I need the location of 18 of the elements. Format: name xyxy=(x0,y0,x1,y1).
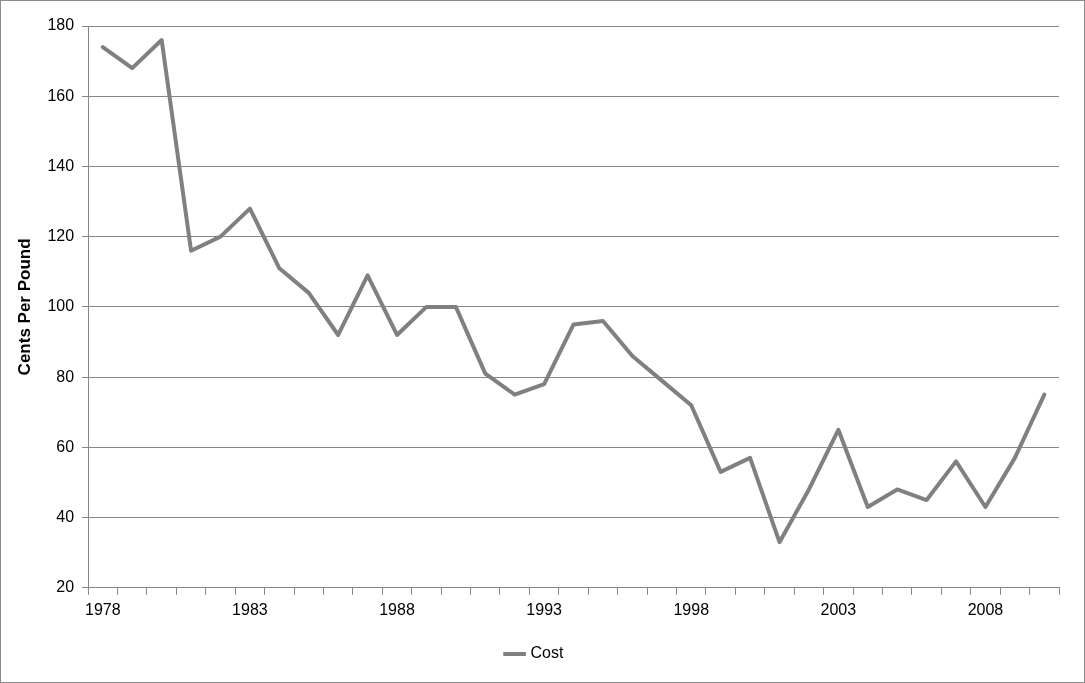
y-tick-label: 60 xyxy=(56,437,75,455)
x-tick-label: 2003 xyxy=(820,600,857,618)
y-tick-label: 80 xyxy=(56,367,75,385)
x-tick-label: 1978 xyxy=(85,600,121,618)
y-tick-label: 120 xyxy=(47,227,75,245)
y-tick-label: 180 xyxy=(47,16,75,34)
x-tick-label: 1998 xyxy=(673,600,710,618)
y-tick-label: 20 xyxy=(56,578,75,596)
y-tick-label: 160 xyxy=(47,86,75,104)
x-tick-label: 1993 xyxy=(526,600,563,618)
x-tick-label: 1988 xyxy=(379,600,415,618)
legend-label: Cost xyxy=(530,644,564,662)
x-tick-label: 2008 xyxy=(967,600,1004,618)
x-tick-label: 1983 xyxy=(232,600,268,618)
y-tick-label: 40 xyxy=(56,507,75,525)
y-tick-label: 100 xyxy=(47,297,75,315)
y-axis-title: Cents Per Pound xyxy=(14,238,34,376)
y-tick-label: 140 xyxy=(47,156,75,174)
